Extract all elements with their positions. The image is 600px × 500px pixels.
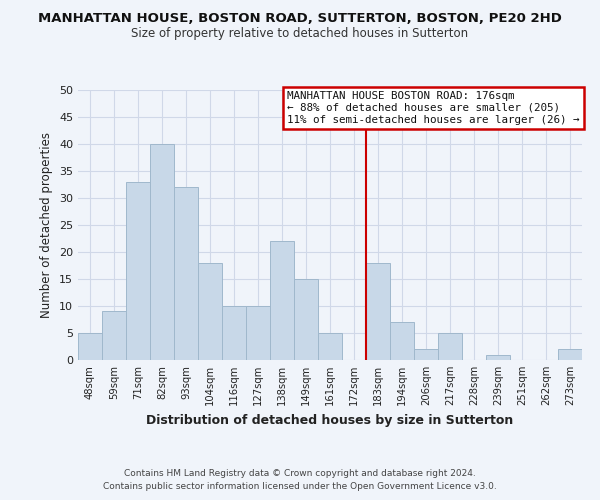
Text: Contains HM Land Registry data © Crown copyright and database right 2024.: Contains HM Land Registry data © Crown c…: [124, 468, 476, 477]
Bar: [486, 354, 510, 360]
Bar: [270, 241, 294, 360]
Text: Size of property relative to detached houses in Sutterton: Size of property relative to detached ho…: [131, 28, 469, 40]
Bar: [366, 263, 390, 360]
Bar: [558, 349, 582, 360]
Y-axis label: Number of detached properties: Number of detached properties: [40, 132, 53, 318]
Bar: [246, 306, 270, 360]
Text: Contains public sector information licensed under the Open Government Licence v3: Contains public sector information licen…: [103, 482, 497, 491]
Bar: [438, 333, 462, 360]
Bar: [390, 322, 414, 360]
X-axis label: Distribution of detached houses by size in Sutterton: Distribution of detached houses by size …: [146, 414, 514, 426]
Bar: [150, 144, 174, 360]
Bar: [174, 187, 198, 360]
Text: MANHATTAN HOUSE, BOSTON ROAD, SUTTERTON, BOSTON, PE20 2HD: MANHATTAN HOUSE, BOSTON ROAD, SUTTERTON,…: [38, 12, 562, 26]
Bar: [294, 279, 318, 360]
Text: MANHATTAN HOUSE BOSTON ROAD: 176sqm
← 88% of detached houses are smaller (205)
1: MANHATTAN HOUSE BOSTON ROAD: 176sqm ← 88…: [287, 92, 580, 124]
Bar: [414, 349, 438, 360]
Bar: [78, 333, 102, 360]
Bar: [126, 182, 150, 360]
Bar: [318, 333, 342, 360]
Bar: [222, 306, 246, 360]
Bar: [102, 312, 126, 360]
Bar: [198, 263, 222, 360]
